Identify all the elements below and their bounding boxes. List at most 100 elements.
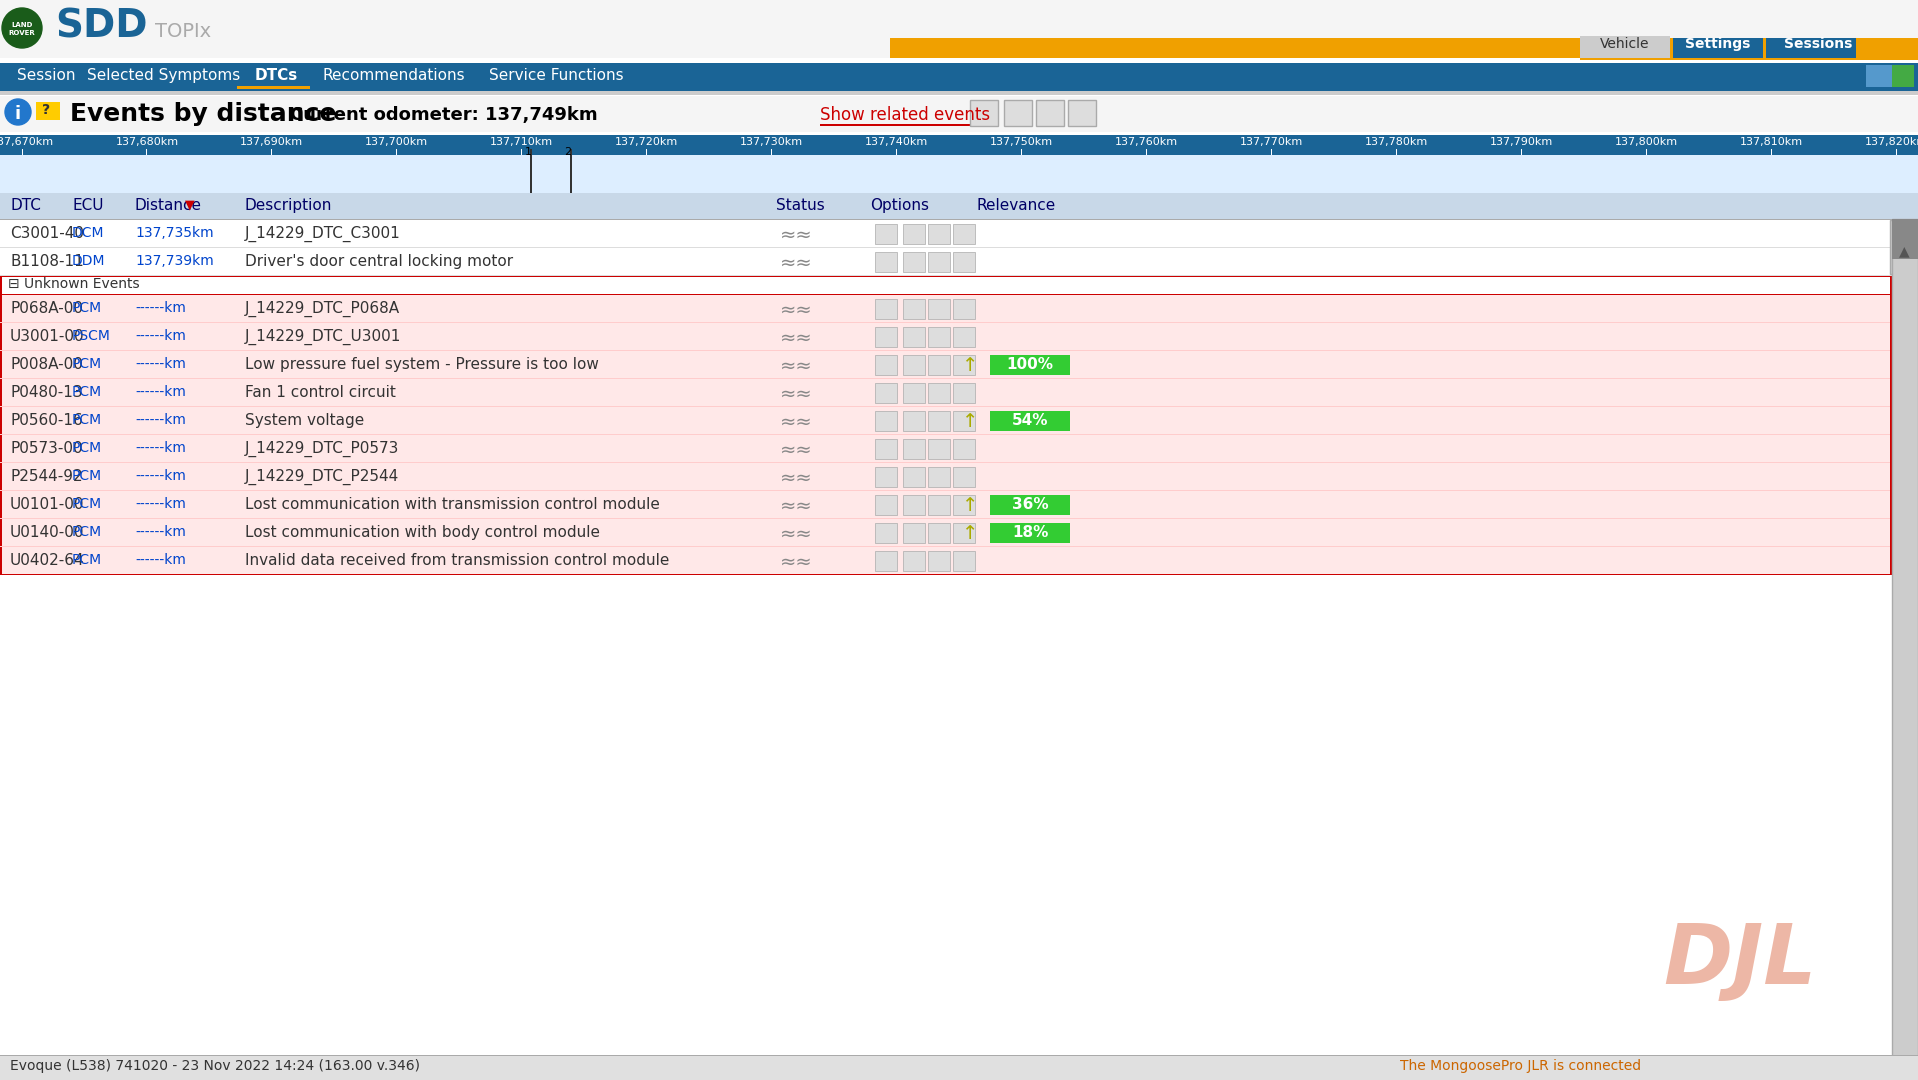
- Bar: [0, 491, 2, 518]
- Bar: [953, 327, 974, 347]
- Text: PSCM: PSCM: [73, 329, 111, 343]
- Text: ≈≈: ≈≈: [781, 469, 813, 488]
- Text: Recommendations: Recommendations: [322, 68, 466, 83]
- Text: 137,670km: 137,670km: [0, 137, 54, 147]
- Bar: [903, 551, 924, 571]
- Bar: [0, 276, 1918, 294]
- Bar: [0, 463, 2, 490]
- Bar: [875, 327, 898, 347]
- Text: ↑: ↑: [963, 411, 978, 431]
- Text: P2544-92: P2544-92: [10, 469, 82, 484]
- Text: Invalid data received from transmission control module: Invalid data received from transmission …: [246, 553, 669, 568]
- Text: ↑: ↑: [963, 524, 978, 543]
- Text: Relevance: Relevance: [976, 198, 1055, 213]
- Text: ≈≈: ≈≈: [781, 301, 813, 320]
- Bar: [0, 435, 1889, 462]
- Bar: [1671, 2, 1918, 38]
- Text: Session: Session: [17, 68, 75, 83]
- Bar: [0, 193, 1918, 219]
- Text: ≈≈: ≈≈: [781, 254, 813, 273]
- Bar: [903, 299, 924, 319]
- Text: ≈≈: ≈≈: [781, 497, 813, 516]
- Bar: [0, 0, 1918, 58]
- Text: Fan 1 control circuit: Fan 1 control circuit: [246, 384, 395, 400]
- Text: J_14229_DTC_P2544: J_14229_DTC_P2544: [246, 469, 399, 485]
- Text: Show related events: Show related events: [821, 106, 990, 124]
- Bar: [875, 252, 898, 272]
- Text: Description: Description: [246, 198, 332, 213]
- Bar: [928, 551, 949, 571]
- Text: ------km: ------km: [134, 384, 186, 399]
- Text: DTCs: DTCs: [255, 68, 297, 83]
- Bar: [0, 546, 1889, 573]
- Text: 137,710km: 137,710km: [491, 137, 552, 147]
- Bar: [875, 523, 898, 543]
- Bar: [1891, 219, 1918, 1058]
- Text: ------km: ------km: [134, 525, 186, 539]
- Text: PCM: PCM: [73, 553, 102, 567]
- Bar: [890, 38, 1918, 58]
- Bar: [875, 383, 898, 403]
- Bar: [953, 438, 974, 459]
- Text: U0140-00: U0140-00: [10, 525, 84, 540]
- Bar: [1580, 36, 1671, 58]
- Text: DTC: DTC: [10, 198, 40, 213]
- Bar: [0, 491, 1889, 518]
- Text: LAND: LAND: [12, 22, 33, 28]
- Bar: [953, 467, 974, 487]
- Text: DDM: DDM: [73, 254, 105, 268]
- Text: 1: 1: [524, 147, 531, 157]
- Bar: [928, 224, 949, 244]
- Text: Service Functions: Service Functions: [489, 68, 623, 83]
- Text: 54%: 54%: [1013, 413, 1049, 428]
- Text: 137,760km: 137,760km: [1114, 137, 1178, 147]
- Bar: [0, 323, 2, 350]
- Bar: [36, 102, 59, 120]
- Bar: [875, 438, 898, 459]
- Text: PCM: PCM: [73, 497, 102, 511]
- Bar: [0, 407, 1889, 434]
- Text: ≈≈: ≈≈: [781, 329, 813, 348]
- Bar: [953, 383, 974, 403]
- Text: 137,720km: 137,720km: [616, 137, 679, 147]
- Text: ECU: ECU: [73, 198, 104, 213]
- Bar: [875, 224, 898, 244]
- Bar: [990, 411, 1070, 431]
- Text: U3001-00: U3001-00: [10, 329, 84, 345]
- Bar: [953, 224, 974, 244]
- Bar: [0, 96, 1918, 132]
- Bar: [1580, 38, 1918, 60]
- Text: ≈≈: ≈≈: [781, 441, 813, 460]
- Text: Distance: Distance: [134, 198, 201, 213]
- Bar: [1891, 219, 1918, 259]
- Text: 137,790km: 137,790km: [1490, 137, 1554, 147]
- Text: ▼: ▼: [184, 198, 194, 211]
- Bar: [1003, 100, 1032, 126]
- Bar: [1036, 100, 1064, 126]
- Text: Vehicle: Vehicle: [1600, 37, 1649, 51]
- Text: 36%: 36%: [1011, 497, 1049, 512]
- Text: U0101-00: U0101-00: [10, 497, 84, 512]
- Bar: [903, 438, 924, 459]
- Text: ------km: ------km: [134, 357, 186, 372]
- Text: U0402-64: U0402-64: [10, 553, 84, 568]
- Bar: [953, 411, 974, 431]
- Bar: [928, 327, 949, 347]
- Text: C3001-40: C3001-40: [10, 226, 84, 241]
- Bar: [313, 63, 470, 89]
- Bar: [903, 383, 924, 403]
- Text: ⊟ Unknown Events: ⊟ Unknown Events: [8, 276, 140, 291]
- Text: ------km: ------km: [134, 497, 186, 511]
- Text: ROVER: ROVER: [8, 30, 35, 36]
- Text: Lost communication with body control module: Lost communication with body control mod…: [246, 525, 600, 540]
- Bar: [928, 252, 949, 272]
- Bar: [875, 299, 898, 319]
- Bar: [875, 495, 898, 515]
- Text: 137,780km: 137,780km: [1364, 137, 1427, 147]
- Text: 137,740km: 137,740km: [865, 137, 928, 147]
- Text: Options: Options: [871, 198, 928, 213]
- Bar: [0, 1055, 1918, 1080]
- Text: 137,810km: 137,810km: [1740, 137, 1803, 147]
- Text: ≈≈: ≈≈: [781, 384, 813, 404]
- Bar: [990, 355, 1070, 375]
